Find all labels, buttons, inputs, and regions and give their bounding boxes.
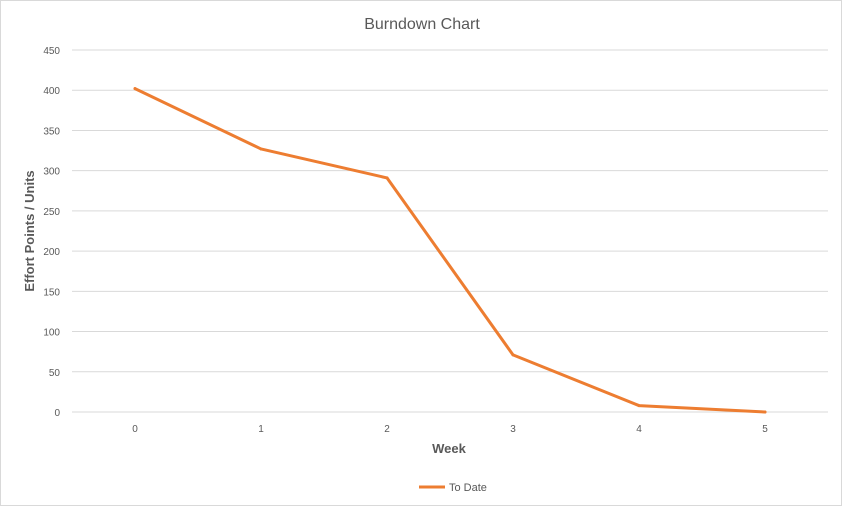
- data-point: [385, 176, 389, 180]
- data-point: [133, 87, 137, 91]
- legend-label-to-date: To Date: [449, 482, 487, 494]
- x-tick-label: 2: [384, 424, 390, 435]
- y-tick-label: 400: [43, 86, 60, 97]
- x-tick-label: 1: [258, 424, 264, 435]
- data-point: [511, 353, 515, 357]
- data-point: [259, 147, 263, 151]
- y-tick-label: 300: [43, 167, 60, 178]
- y-tick-label: 450: [43, 46, 60, 57]
- y-tick-label: 0: [54, 408, 60, 419]
- y-tick-label: 250: [43, 207, 60, 218]
- gridlines: [72, 49, 828, 413]
- y-axis-ticks: 0 50 100 150 200 250 300 350 400 450: [43, 46, 60, 419]
- y-tick-label: 350: [43, 126, 60, 137]
- series-line-to-date: [133, 87, 767, 414]
- y-tick-label: 50: [49, 368, 61, 379]
- chart-title: Burndown Chart: [364, 16, 480, 33]
- x-tick-label: 3: [510, 424, 516, 435]
- legend: To Date: [419, 482, 487, 494]
- data-point: [763, 410, 767, 414]
- x-tick-label: 4: [636, 424, 642, 435]
- x-axis-title: Week: [432, 441, 466, 456]
- data-point: [637, 404, 641, 408]
- y-tick-label: 200: [43, 247, 60, 258]
- x-axis-ticks: 0 1 2 3 4 5: [132, 424, 768, 435]
- y-axis-title: Effort Points / Units: [22, 170, 37, 291]
- series-layer: [133, 87, 767, 414]
- x-tick-label: 5: [762, 424, 768, 435]
- x-tick-label: 0: [132, 424, 138, 435]
- y-tick-label: 150: [43, 287, 60, 298]
- y-tick-label: 100: [43, 328, 60, 339]
